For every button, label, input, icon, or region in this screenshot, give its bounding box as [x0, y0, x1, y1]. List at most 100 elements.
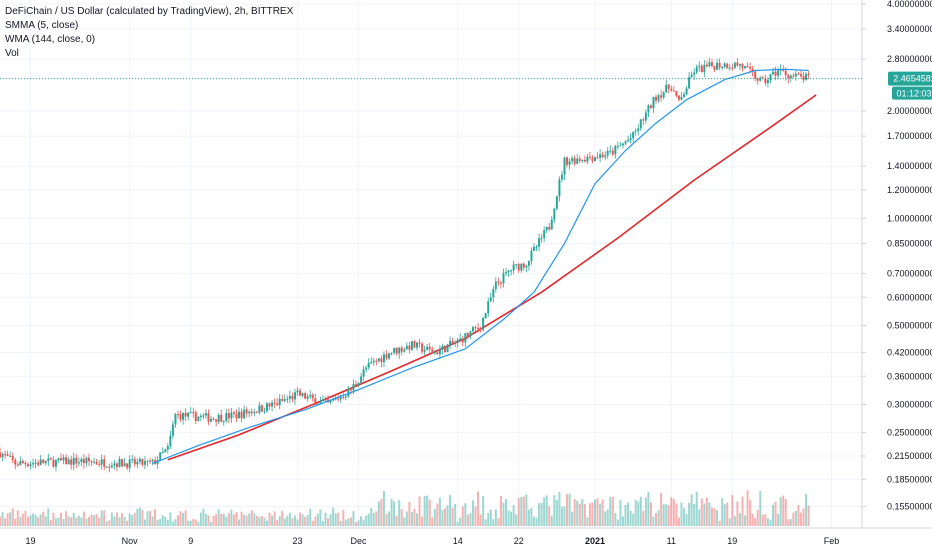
candle-body: [311, 395, 314, 399]
volume-bar: [477, 491, 480, 526]
candle-body: [6, 454, 9, 457]
candle-body: [492, 289, 495, 298]
volume-bar: [507, 510, 510, 526]
volume-bar: [400, 509, 403, 526]
volume-bar: [113, 516, 116, 526]
y-tick-label: 0.36000000: [887, 371, 932, 381]
candle-body: [792, 75, 795, 77]
candle-body: [184, 412, 187, 417]
volume-bar: [459, 517, 462, 526]
candle-body: [235, 413, 238, 419]
volume-bar: [93, 515, 96, 526]
candle-body: [1, 453, 4, 458]
volume-bar: [253, 513, 256, 526]
candle-body: [558, 179, 561, 197]
volume-bar: [4, 518, 7, 526]
volume-bar: [685, 514, 688, 526]
candle-body: [253, 411, 256, 414]
candle-body: [779, 69, 782, 71]
volume-bar: [708, 502, 711, 526]
candle-body: [497, 281, 500, 283]
candle-body: [281, 398, 284, 401]
trend-curve[interactable]: [167, 94, 817, 461]
volume-bar: [774, 501, 777, 526]
candle-body: [248, 411, 251, 414]
candle-body: [367, 362, 370, 368]
volume-bar: [596, 498, 599, 526]
volume-bar: [225, 516, 228, 526]
candle-body: [474, 327, 477, 329]
candle-body: [278, 398, 281, 406]
volume-bar: [123, 516, 126, 526]
x-tick-label: 11: [667, 536, 676, 546]
volume-bar: [26, 516, 29, 526]
volume-bar: [721, 498, 724, 526]
candle-body: [738, 64, 741, 66]
volume-bar: [474, 506, 477, 526]
candle-body: [227, 413, 230, 419]
legend-smma[interactable]: SMMA (5, close): [5, 20, 79, 31]
volume-bar: [11, 508, 14, 526]
volume-bar: [571, 511, 574, 526]
volume-bar: [588, 503, 591, 526]
candle-body: [789, 75, 792, 79]
volume-bar: [782, 495, 785, 526]
candle-body: [784, 70, 787, 76]
legend-wma[interactable]: WMA (144, close, 0): [5, 34, 96, 45]
candle-body: [721, 67, 724, 69]
volume-bar: [304, 516, 307, 526]
volume-bar: [77, 515, 80, 526]
volume-bar: [555, 499, 558, 526]
candle-body: [75, 457, 78, 464]
candle-body: [70, 459, 73, 465]
candle-body: [675, 91, 678, 96]
volume-bar: [299, 512, 302, 526]
candle-layer: [0, 57, 810, 473]
volume-bar: [365, 515, 368, 526]
volume-bar: [49, 520, 52, 526]
volume-bar: [278, 516, 281, 526]
candle-body: [194, 412, 197, 422]
candle-body: [433, 352, 436, 354]
legend-vol[interactable]: Vol: [5, 48, 19, 59]
candle-body: [347, 388, 350, 397]
candle-body: [276, 403, 279, 406]
candle-body: [316, 403, 319, 405]
volume-bar: [65, 511, 68, 526]
legend-title[interactable]: DeFiChain / US Dollar (calculated by Tra…: [5, 6, 294, 17]
volume-bar: [499, 495, 502, 526]
volume-bar: [37, 517, 40, 526]
candle-body: [314, 398, 317, 405]
grid-layer: [0, 0, 862, 528]
volume-bar: [749, 500, 752, 526]
candle-body: [428, 346, 431, 350]
wma-line[interactable]: [152, 68, 809, 464]
volume-bar: [16, 510, 19, 526]
candle-body: [466, 333, 469, 337]
candle-body: [599, 154, 602, 158]
volume-bar: [85, 518, 88, 526]
volume-bar: [431, 517, 434, 526]
volume-bar: [789, 519, 792, 526]
volume-bar: [413, 508, 416, 526]
candle-body: [334, 398, 337, 400]
volume-bar: [550, 515, 553, 526]
last-price-tag[interactable]: [888, 71, 932, 86]
volume-bar: [382, 490, 385, 526]
candle-body: [772, 71, 775, 75]
candle-body: [766, 80, 769, 84]
candle-body: [115, 463, 118, 467]
candle-body: [690, 74, 693, 78]
volume-bar: [583, 503, 586, 526]
volume-bar: [573, 499, 576, 526]
candle-body: [95, 461, 98, 464]
candle-body: [47, 458, 50, 462]
y-tick-label: 0.30000000: [887, 399, 932, 409]
candle-body: [426, 346, 429, 351]
candle-body: [550, 219, 553, 230]
candle-body: [421, 343, 424, 352]
candle-body: [469, 331, 472, 337]
candle-body: [749, 66, 752, 69]
